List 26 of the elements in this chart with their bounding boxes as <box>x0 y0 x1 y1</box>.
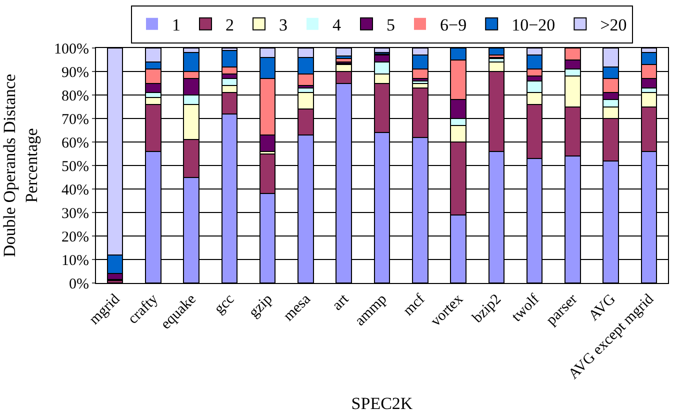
legend-label: 6−9 <box>440 15 467 34</box>
y-tick-label: 50% <box>62 158 89 175</box>
y-axis-title: Double Operands Distance Percentage <box>0 74 42 258</box>
legend-label: 1 <box>172 15 180 34</box>
y-tick-label: 0% <box>69 276 89 292</box>
legend-label: 10−20 <box>512 15 556 34</box>
x-tick-label: art <box>329 290 353 314</box>
legend-label: >20 <box>600 15 627 34</box>
legend-label: 4 <box>332 15 342 34</box>
y-tick-label: 20% <box>62 229 89 246</box>
y-tick-label: 30% <box>62 206 89 222</box>
x-tick-label: mesa <box>280 291 314 324</box>
x-tick-label: mcf <box>400 291 428 320</box>
x-axis-title: SPEC2K <box>351 394 414 413</box>
x-tick-label: gcc <box>212 291 238 318</box>
legend-label: 5 <box>386 15 395 34</box>
x-tick-label: gzip <box>246 291 276 321</box>
legend-label: 2 <box>226 15 234 34</box>
legend-label: 3 <box>279 15 288 34</box>
y-tick-label: 60% <box>62 135 89 152</box>
y-tick-label: 10% <box>62 252 89 269</box>
y-tick-label: 70% <box>62 112 89 128</box>
y-tick-label: 40% <box>62 182 89 198</box>
y-tick-label: 90% <box>62 64 89 81</box>
y-tick-label: 100% <box>54 41 89 58</box>
y-tick-label: 80% <box>62 88 89 104</box>
